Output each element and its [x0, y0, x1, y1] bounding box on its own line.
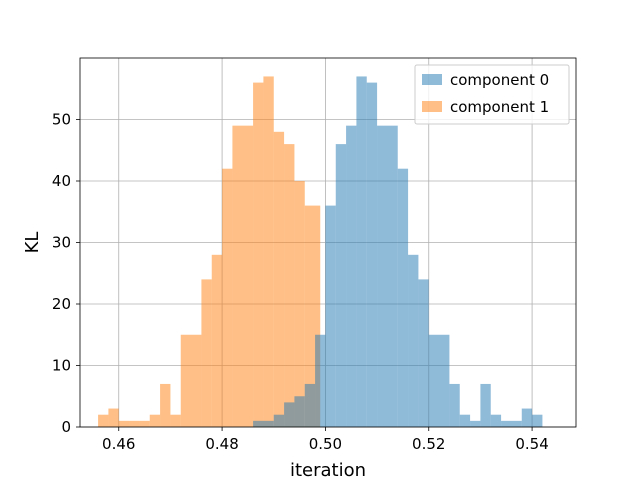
- y-tick-label: 30: [52, 234, 71, 252]
- legend-box: [414, 64, 570, 125]
- histogram-bar: [222, 168, 233, 427]
- histogram-bar: [480, 383, 491, 427]
- histogram-bar: [501, 420, 522, 427]
- legend-label: component 1: [450, 98, 549, 116]
- histogram-bar: [397, 168, 409, 427]
- histogram-bar: [377, 125, 398, 428]
- histogram-bar: [284, 402, 295, 427]
- histogram-bar: [160, 383, 171, 427]
- y-tick-label: 0: [61, 418, 71, 436]
- histogram-bar: [356, 76, 367, 427]
- histogram-bar: [180, 334, 202, 427]
- y-axis-label: KL: [22, 232, 43, 254]
- histogram-bar: [335, 144, 347, 427]
- histogram-bar: [294, 181, 305, 427]
- histogram-bar: [325, 205, 336, 427]
- y-tick-label: 40: [52, 172, 71, 190]
- histogram-bar: [449, 383, 460, 427]
- histogram-bar: [201, 279, 212, 427]
- histogram-bar: [273, 414, 285, 427]
- histogram-bar: [470, 420, 481, 427]
- histogram-bar: [490, 414, 502, 427]
- histogram-bar: [118, 420, 130, 427]
- histogram-bar: [129, 420, 140, 427]
- histogram-bar: [253, 420, 274, 427]
- series-component-1: [98, 76, 321, 428]
- histogram-bar: [284, 144, 295, 427]
- x-axis-label: iteration: [290, 460, 366, 480]
- histogram-bar: [521, 408, 533, 427]
- histogram-bar: [263, 76, 274, 427]
- legend-swatch: [422, 101, 442, 112]
- histogram-bar: [253, 82, 264, 427]
- histogram-bar: [170, 414, 181, 427]
- histogram-bar: [294, 396, 305, 427]
- histogram-bar: [108, 408, 119, 427]
- histogram-bar: [418, 279, 429, 427]
- histogram-bar: [408, 254, 419, 427]
- histogram-bar: [532, 414, 543, 427]
- histogram-bar: [211, 254, 223, 427]
- y-tick-label: 10: [52, 357, 71, 375]
- axis-ticks: 0.46 0.48 0.50 0.52 0.54 0 10 20 30 40 50: [52, 111, 549, 454]
- histogram-bar: [273, 131, 285, 428]
- histogram-bar: [232, 125, 254, 428]
- x-tick-label: 0.54: [515, 435, 548, 453]
- x-tick-label: 0.46: [102, 435, 135, 453]
- histogram-bar: [346, 125, 357, 428]
- histogram-bars: [98, 76, 543, 428]
- histogram-bar: [139, 420, 150, 427]
- histogram-bar: [98, 414, 109, 427]
- y-tick-label: 20: [52, 295, 71, 313]
- legend-label: component 0: [450, 71, 549, 89]
- histogram-bar: [366, 82, 378, 427]
- x-tick-label: 0.48: [205, 435, 238, 453]
- series-component-0: [253, 76, 543, 428]
- x-tick-label: 0.50: [309, 435, 342, 453]
- x-tick-label: 0.52: [412, 435, 445, 453]
- legend-swatch: [422, 74, 442, 85]
- legend: component 0 component 1: [414, 64, 570, 125]
- histogram-bar: [315, 334, 326, 427]
- histogram-bar: [459, 414, 471, 427]
- histogram-bar: [428, 334, 450, 427]
- y-tick-label: 50: [52, 111, 71, 129]
- histogram-bar: [304, 383, 316, 427]
- histogram-bar: [149, 414, 161, 427]
